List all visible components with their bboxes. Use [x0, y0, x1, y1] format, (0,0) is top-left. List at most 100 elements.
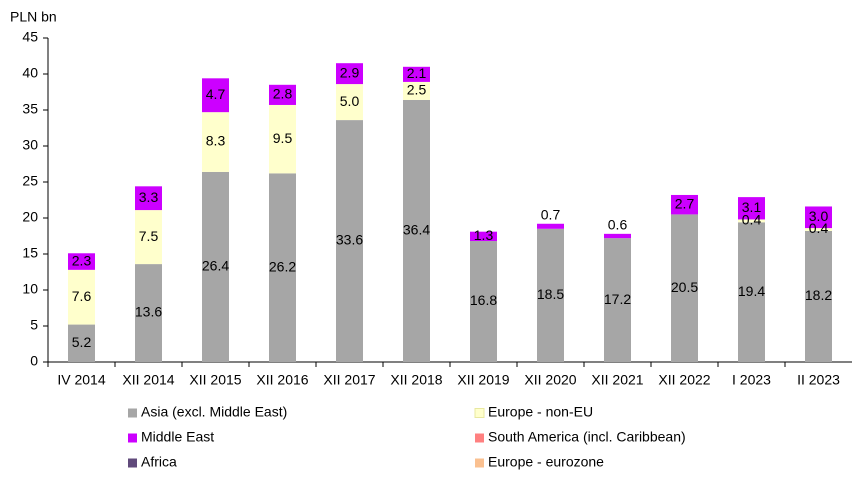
bar-segment	[738, 197, 765, 220]
data-label: 7.6	[72, 288, 92, 304]
y-tick-label: 30	[22, 137, 38, 153]
bar-segment	[403, 99, 430, 363]
bar-segment	[68, 269, 95, 325]
data-label: 18.5	[537, 286, 564, 302]
data-label: 26.4	[202, 258, 229, 274]
legend-swatch	[474, 408, 485, 418]
data-label: 2.3	[72, 252, 92, 268]
legend-swatch	[475, 433, 484, 443]
data-label: 9.5	[273, 130, 293, 146]
bar-segment	[202, 112, 229, 172]
x-tick-label: XII 2022	[658, 372, 710, 388]
data-label: 0.6	[608, 217, 628, 233]
data-label: 5.0	[340, 93, 360, 109]
bar-segment	[738, 219, 765, 223]
x-tick-label: XII 2017	[323, 372, 375, 388]
bar-segment	[68, 253, 95, 270]
bar-segment	[671, 194, 698, 215]
data-label: 36.4	[403, 222, 430, 238]
data-label: 18.2	[805, 287, 832, 303]
legend-label: Asia (excl. Middle East)	[141, 404, 287, 420]
legend-swatch	[475, 458, 484, 468]
data-label: 3.3	[139, 189, 159, 205]
x-tick-label: I 2023	[732, 372, 771, 388]
bar-segment	[135, 186, 162, 211]
bar-segment	[470, 231, 497, 242]
data-label: 4.7	[206, 86, 226, 102]
x-tick-label: XII 2018	[390, 372, 442, 388]
y-axis-label: PLN bn	[10, 9, 57, 25]
x-tick-label: XII 2014	[122, 372, 174, 388]
legend-label: Europe - non-EU	[488, 404, 593, 420]
x-tick-label: XII 2016	[256, 372, 308, 388]
x-tick-label: II 2023	[797, 372, 840, 388]
legend-label: South America (incl. Caribbean)	[488, 429, 686, 445]
y-tick-label: 35	[22, 101, 38, 117]
data-label: 2.5	[407, 82, 427, 98]
x-tick-label: XII 2019	[457, 372, 509, 388]
y-tick-label: 5	[30, 317, 38, 333]
data-label: 13.6	[135, 304, 162, 320]
data-label: 7.5	[139, 228, 159, 244]
bar-segment	[671, 214, 698, 362]
bar-segment	[805, 228, 832, 231]
bar-segment	[738, 222, 765, 362]
bar-segment	[805, 230, 832, 362]
bar-segment	[537, 228, 564, 362]
data-label: 2.8	[273, 86, 293, 102]
bar-segment	[604, 233, 631, 239]
data-label: 2.1	[407, 65, 427, 81]
bar-segment	[202, 78, 229, 113]
bar-segment	[604, 238, 631, 362]
bar-segment	[336, 63, 363, 85]
bar-segment	[68, 324, 95, 362]
bar-segment	[135, 210, 162, 265]
data-label: 17.2	[604, 291, 631, 307]
legend-swatch	[128, 408, 137, 418]
data-label: 2.7	[675, 195, 695, 211]
data-label: 19.4	[738, 283, 765, 299]
bar-segment	[336, 120, 363, 362]
data-label: 0.4	[809, 220, 829, 236]
bar-segment	[202, 171, 229, 362]
legend-label: Middle East	[141, 429, 214, 445]
legend-label: Africa	[141, 454, 177, 470]
bar-segment	[269, 173, 296, 362]
legend-swatch	[128, 458, 137, 468]
y-tick-label: 10	[22, 281, 38, 297]
bar-segment	[537, 223, 564, 229]
data-label: 8.3	[206, 133, 226, 149]
y-tick-label: 25	[22, 173, 38, 189]
y-tick-label: 45	[22, 29, 38, 45]
x-tick-label: IV 2014	[57, 372, 105, 388]
data-label: 16.8	[470, 292, 497, 308]
legend-label: Europe - eurozone	[488, 454, 604, 470]
data-label: 3.0	[809, 208, 829, 224]
bar-segment	[135, 264, 162, 362]
bar-segment	[336, 84, 363, 121]
data-label: 33.6	[336, 232, 363, 248]
data-label: 3.1	[742, 199, 762, 215]
x-tick-label: XII 2020	[524, 372, 576, 388]
data-label: 20.5	[671, 279, 698, 295]
bar-segment	[470, 241, 497, 362]
y-tick-label: 40	[22, 65, 38, 81]
data-label: 1.3	[474, 227, 494, 243]
x-tick-label: XII 2015	[189, 372, 241, 388]
data-label: 0.4	[742, 212, 762, 228]
legend-swatch	[128, 433, 137, 443]
y-tick-label: 15	[22, 245, 38, 261]
data-label: 26.2	[269, 258, 296, 274]
bar-segment	[403, 66, 430, 82]
y-tick-label: 0	[30, 353, 38, 369]
bar-segment	[805, 206, 832, 229]
data-label: 5.2	[72, 334, 92, 350]
bar-segment	[269, 104, 296, 174]
bar-segment	[269, 84, 296, 105]
data-label: 2.9	[340, 64, 360, 80]
x-tick-label: XII 2021	[591, 372, 643, 388]
bar-segment	[403, 81, 430, 100]
data-label: 0.7	[541, 206, 561, 222]
y-tick-label: 20	[22, 209, 38, 225]
